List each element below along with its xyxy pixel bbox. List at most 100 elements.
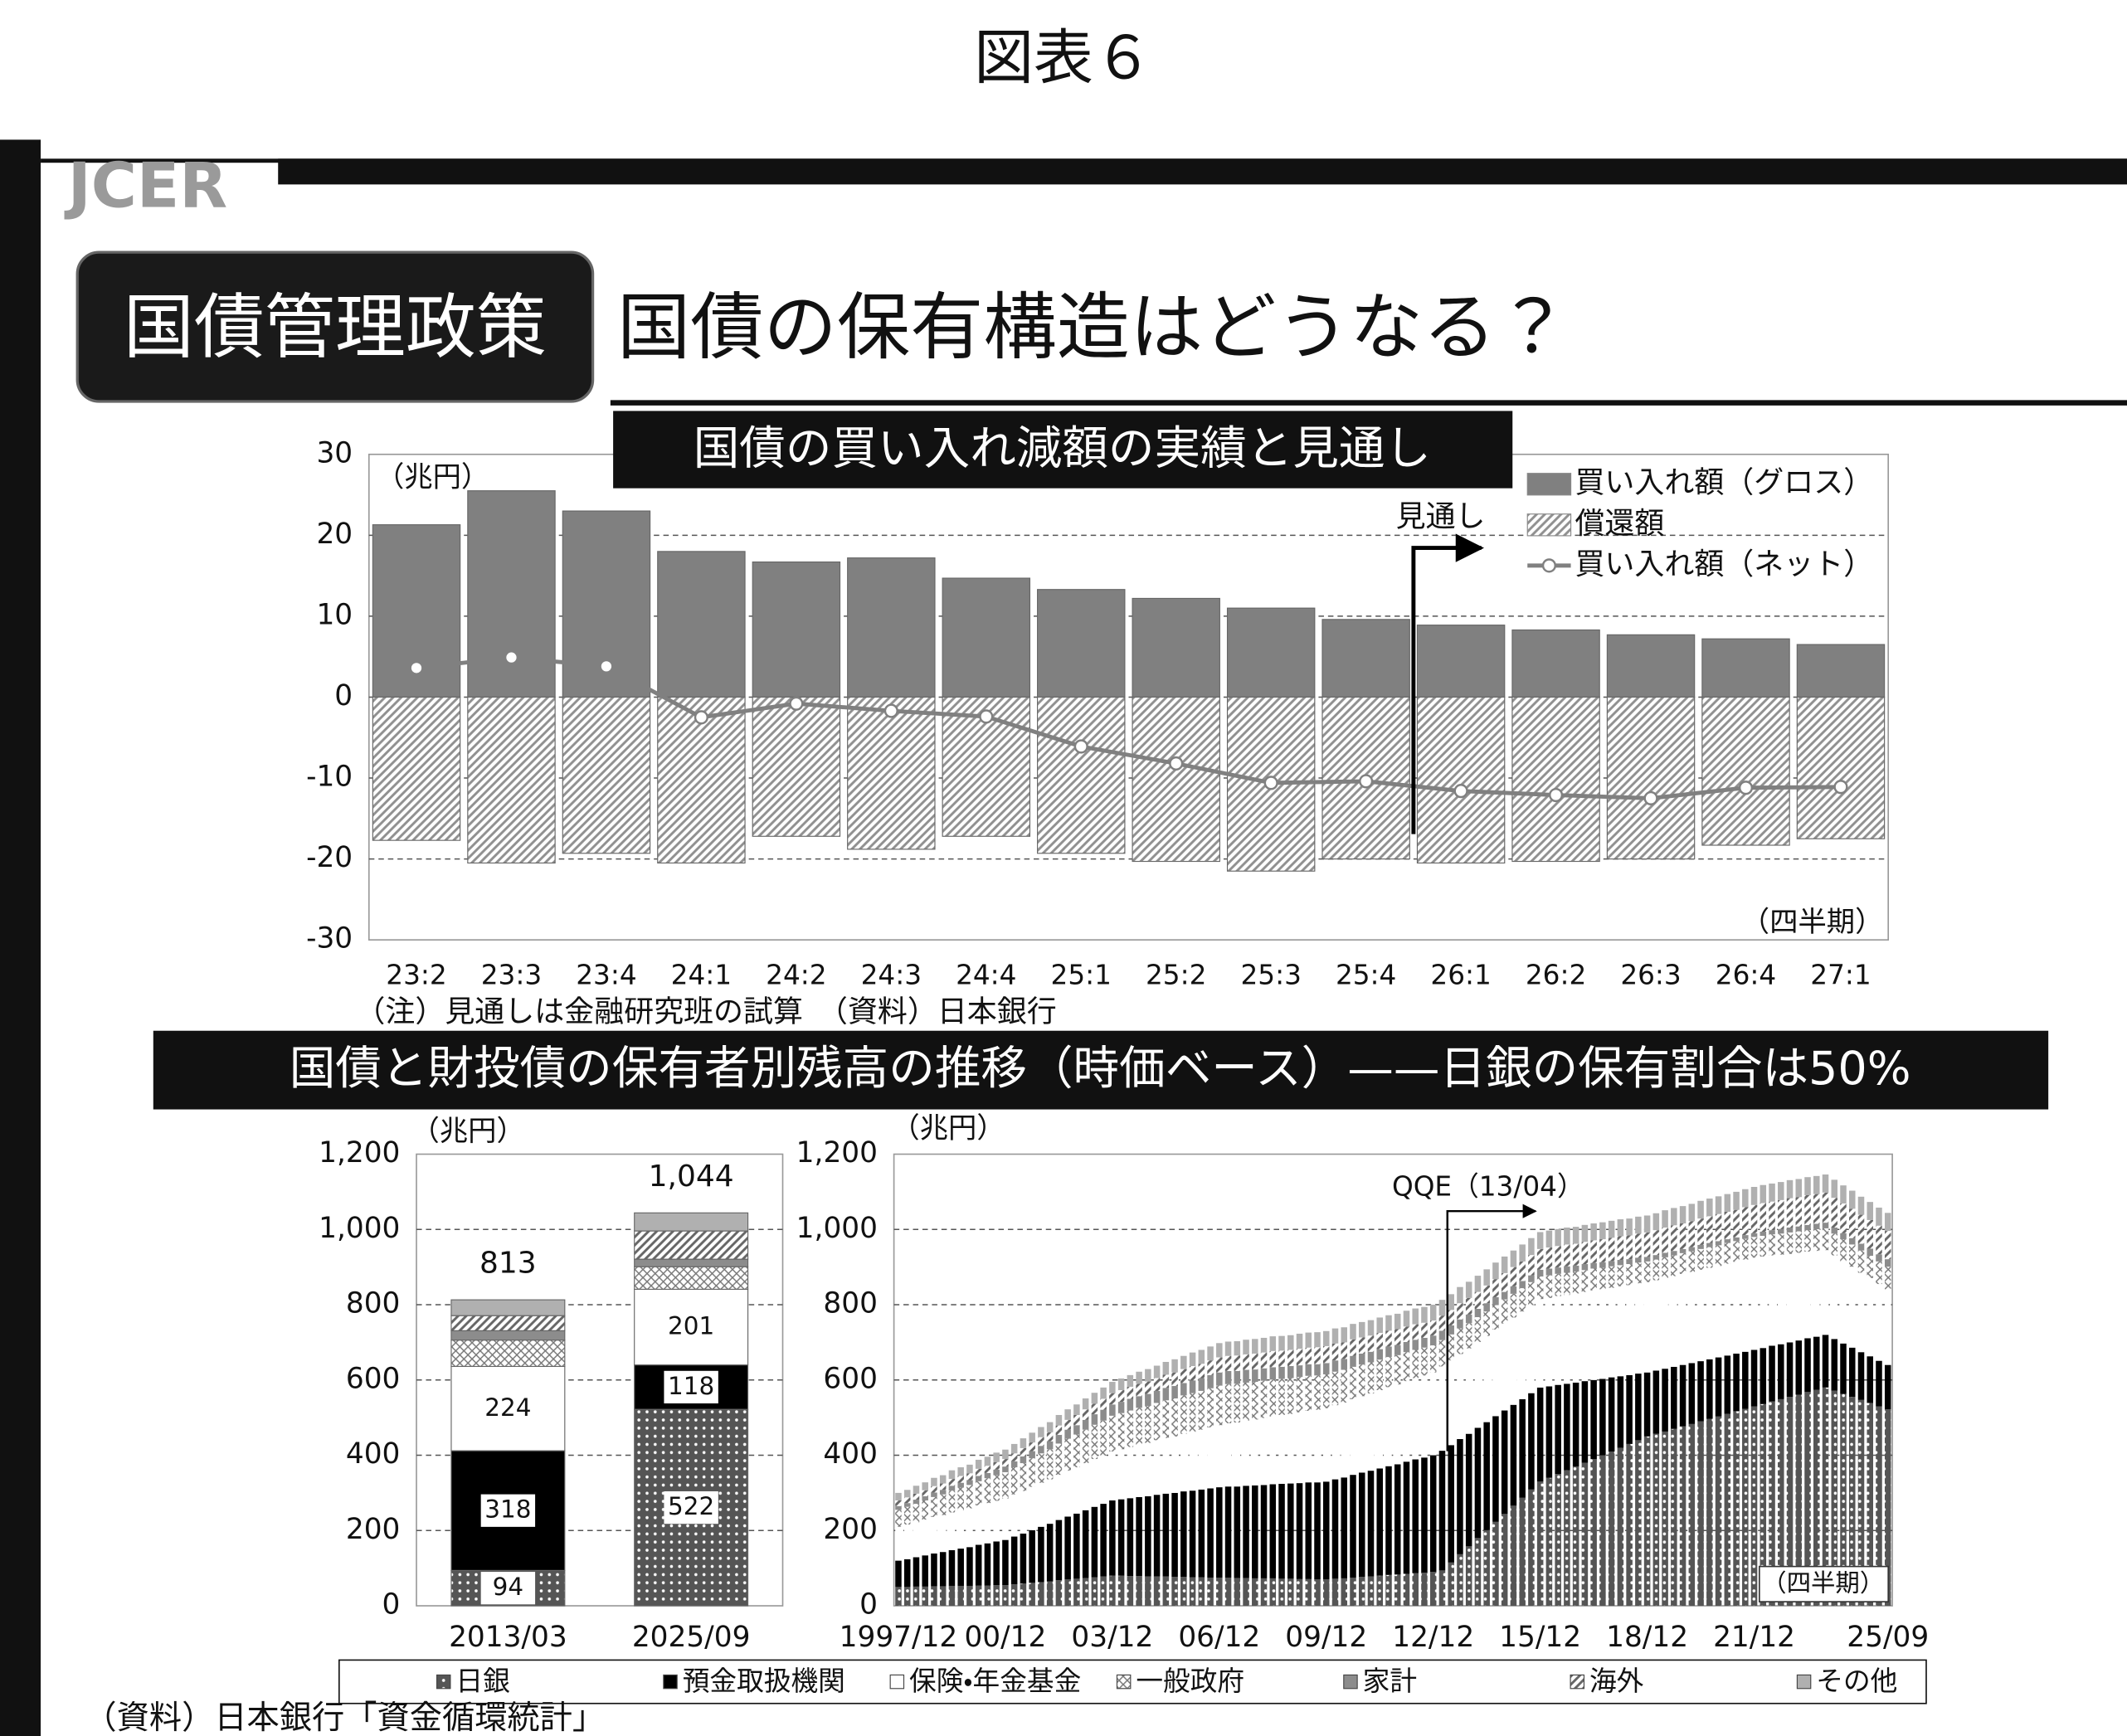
- bar: [1555, 1296, 1561, 1385]
- x-tick-label: 24:4: [956, 959, 1016, 990]
- bar: [939, 1586, 947, 1607]
- bar: [1243, 1354, 1249, 1370]
- bar: [1323, 1408, 1330, 1482]
- bar: [1448, 1562, 1454, 1607]
- bar: [1421, 1573, 1428, 1607]
- bar: [1287, 1483, 1294, 1579]
- bar: [1278, 1484, 1285, 1579]
- bar: [1884, 1267, 1891, 1290]
- bar: [1724, 1263, 1731, 1356]
- bar: [1492, 1279, 1499, 1297]
- bar: [1465, 1297, 1472, 1315]
- bar: [1064, 1429, 1071, 1439]
- bar: [1243, 1420, 1249, 1486]
- qqe-arrow: [1446, 1204, 1537, 1452]
- bar: [1198, 1378, 1205, 1391]
- bar: [1198, 1390, 1205, 1430]
- figure-label: 図表６: [974, 23, 1153, 93]
- bar: [1234, 1578, 1241, 1607]
- bar: [1581, 1242, 1589, 1265]
- bar: [1385, 1387, 1392, 1466]
- bar: [1884, 1259, 1891, 1267]
- bar: [1305, 1332, 1312, 1348]
- bar: [957, 1476, 964, 1483]
- bar: [1002, 1498, 1009, 1540]
- bar: [1831, 1198, 1838, 1228]
- bar: [1198, 1489, 1205, 1578]
- bar: [1608, 1220, 1615, 1238]
- bar: [1840, 1233, 1847, 1240]
- y-tick-label: 1,000: [796, 1212, 878, 1245]
- bar: [966, 1547, 973, 1586]
- bar: [1510, 1293, 1517, 1318]
- bar: [1117, 1402, 1125, 1413]
- bar: [1224, 1370, 1232, 1384]
- bar: [975, 1459, 982, 1469]
- bar: [1180, 1395, 1187, 1434]
- bar: [1082, 1510, 1089, 1578]
- bar: [1226, 607, 1316, 698]
- bar: [1350, 1398, 1356, 1476]
- y-tick-label: 200: [823, 1513, 878, 1546]
- bar: [931, 1553, 937, 1587]
- bar: [1688, 1251, 1696, 1272]
- bar: [931, 1586, 937, 1607]
- bar: [1688, 1204, 1696, 1222]
- bar: [1697, 1421, 1704, 1607]
- bar: [1117, 1413, 1125, 1450]
- bar: [922, 1490, 928, 1496]
- bar: [1234, 1355, 1241, 1371]
- bar: [1635, 1257, 1642, 1263]
- legend-swatch: [1526, 473, 1572, 496]
- source: （資料）日本銀行「資金循環統計」: [84, 1700, 605, 1736]
- line-marker: [504, 650, 519, 665]
- bar: [1224, 1577, 1232, 1607]
- bar: [1010, 1461, 1018, 1468]
- bar: [1073, 1404, 1080, 1415]
- y-tick-label: 400: [823, 1437, 878, 1471]
- line-marker: [979, 709, 994, 724]
- bar: [1252, 1382, 1258, 1420]
- bar: [634, 1230, 749, 1260]
- line: [416, 655, 1841, 800]
- bar: [1416, 696, 1506, 864]
- legend-label: 買い入れ額（ネット）: [1575, 547, 1873, 581]
- bar: [1786, 1232, 1794, 1254]
- bar: [1528, 1305, 1535, 1393]
- bar: [1385, 1466, 1392, 1575]
- bar: [1162, 1388, 1170, 1401]
- bar: [1474, 1309, 1482, 1317]
- legend-label: 保険・年金基金: [909, 1665, 1081, 1697]
- bar: [1350, 1355, 1356, 1367]
- bar: [984, 1472, 991, 1479]
- bar: [1813, 1251, 1820, 1337]
- bar: [1385, 1574, 1392, 1607]
- bar: [1635, 1216, 1642, 1234]
- bar: [1796, 644, 1886, 698]
- bar: [1073, 1513, 1080, 1579]
- bar: [1100, 1504, 1107, 1577]
- bar: [1545, 1247, 1553, 1269]
- bar: [1831, 1233, 1838, 1256]
- bar: [1519, 1311, 1526, 1399]
- bar: [1421, 1347, 1428, 1376]
- bar: [1207, 1374, 1214, 1388]
- bar: [1465, 1348, 1472, 1434]
- bar: [1599, 1262, 1606, 1268]
- bar: [1162, 1400, 1170, 1438]
- bar: [1046, 1524, 1054, 1582]
- bar: [1733, 1262, 1740, 1354]
- bar: [903, 1587, 911, 1607]
- bar: [1679, 1252, 1687, 1274]
- value-label: 522: [668, 1492, 714, 1520]
- bar: [895, 1510, 902, 1527]
- bar: [1109, 1404, 1116, 1416]
- bar: [1652, 1433, 1660, 1607]
- bar: [1073, 1467, 1080, 1514]
- bar: [1706, 1216, 1713, 1243]
- bar: [948, 1512, 956, 1550]
- bar: [1688, 1247, 1696, 1252]
- bar: [1394, 1384, 1401, 1465]
- left-bar: [0, 139, 41, 1736]
- bar: [1082, 1463, 1089, 1510]
